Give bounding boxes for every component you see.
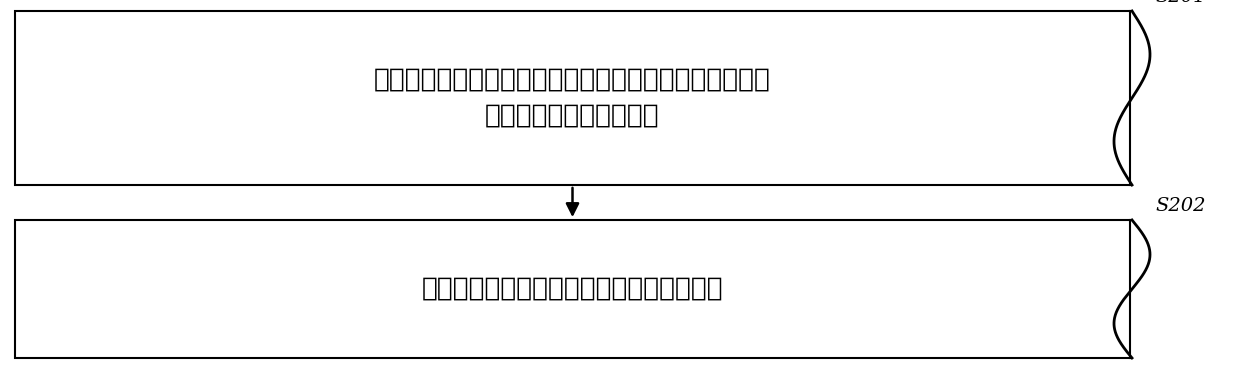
Text: 根据当前结温信息对功率模块损耗进行修正: 根据当前结温信息对功率模块损耗进行修正: [422, 276, 723, 302]
Text: 耗参数计算功率模块损耗: 耗参数计算功率模块损耗: [485, 103, 660, 129]
Text: 根据主电路采样电压、电流、开关占空比、开关频率和损: 根据主电路采样电压、电流、开关占空比、开关频率和损: [374, 67, 771, 93]
Bar: [15, 220, 1130, 358]
Text: S202: S202: [1154, 197, 1205, 215]
Text: S201: S201: [1154, 0, 1205, 6]
Bar: [15, 11, 1130, 185]
